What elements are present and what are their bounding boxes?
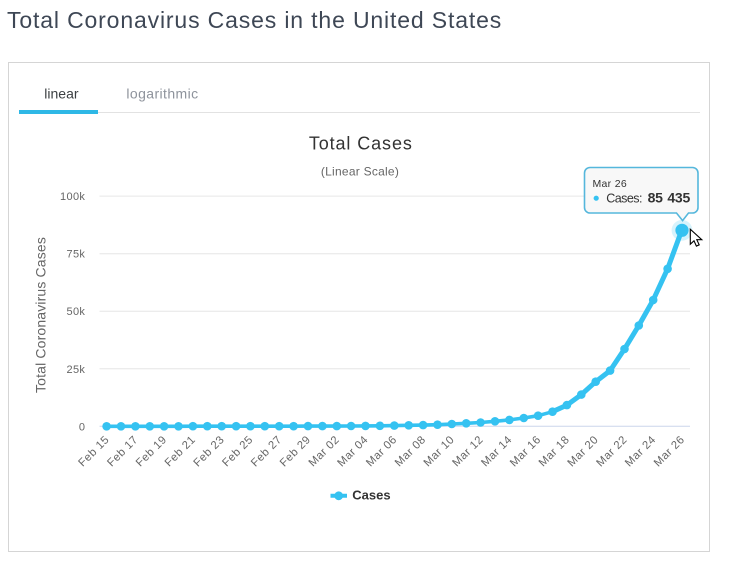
svg-text:Feb 23: Feb 23 <box>192 434 227 469</box>
svg-text:435: 435 <box>667 189 690 205</box>
svg-text:25k: 25k <box>67 364 86 376</box>
svg-text:0: 0 <box>79 421 85 433</box>
svg-text:Feb 15: Feb 15 <box>76 434 111 469</box>
svg-text:Mar 04: Mar 04 <box>335 434 370 469</box>
svg-text:Mar 08: Mar 08 <box>393 434 428 469</box>
svg-text:Mar 06: Mar 06 <box>364 434 399 469</box>
svg-text:Cases:: Cases: <box>606 192 642 206</box>
svg-text:Mar 20: Mar 20 <box>566 434 601 469</box>
svg-text:Mar 02: Mar 02 <box>307 434 342 469</box>
svg-text:Mar 26: Mar 26 <box>593 178 627 190</box>
svg-text:Feb 21: Feb 21 <box>163 434 198 469</box>
svg-text:Mar 26: Mar 26 <box>652 434 687 469</box>
svg-text:Feb 19: Feb 19 <box>134 434 169 469</box>
svg-text:Mar 18: Mar 18 <box>537 434 572 469</box>
svg-text:linear: linear <box>44 85 79 101</box>
svg-text:Cases: Cases <box>352 488 390 503</box>
svg-text:100k: 100k <box>60 191 85 203</box>
svg-text:Mar 24: Mar 24 <box>623 434 658 469</box>
svg-text:Mar 22: Mar 22 <box>594 434 629 469</box>
svg-text:Mar 10: Mar 10 <box>422 434 457 469</box>
svg-text:(Linear Scale): (Linear Scale) <box>321 165 399 179</box>
svg-text:Feb 29: Feb 29 <box>278 434 313 469</box>
svg-text:Mar 12: Mar 12 <box>450 434 485 469</box>
svg-text:Total Cases: Total Cases <box>309 134 413 154</box>
svg-text:75k: 75k <box>67 249 86 261</box>
svg-text:85: 85 <box>648 189 664 205</box>
svg-text:Feb 27: Feb 27 <box>249 434 284 469</box>
svg-text:Feb 17: Feb 17 <box>105 434 140 469</box>
svg-text:50k: 50k <box>67 306 86 318</box>
svg-text:Mar 16: Mar 16 <box>508 434 543 469</box>
svg-text:logarithmic: logarithmic <box>126 85 198 101</box>
svg-text:Mar 14: Mar 14 <box>479 434 514 469</box>
svg-text:Feb 25: Feb 25 <box>220 434 255 469</box>
svg-text:Total Coronavirus Cases: Total Coronavirus Cases <box>33 237 49 393</box>
